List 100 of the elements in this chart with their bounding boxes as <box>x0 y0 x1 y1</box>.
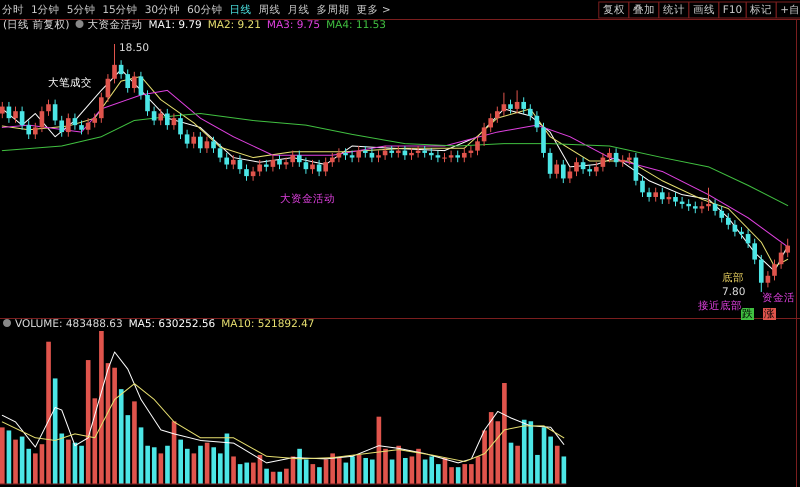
candlestick <box>758 254 764 292</box>
bar <box>72 442 78 484</box>
candlestick <box>106 74 110 102</box>
candlestick <box>574 157 579 177</box>
candlestick <box>739 226 744 240</box>
text: 接近底部 <box>698 299 742 312</box>
candlestick <box>719 206 724 223</box>
candlestick <box>422 145 428 158</box>
candlestick <box>692 201 698 214</box>
candlestick <box>587 164 592 177</box>
candlestick <box>468 145 474 158</box>
candlestick <box>396 145 401 158</box>
bar <box>416 448 421 484</box>
text: 周线 <box>258 3 280 16</box>
bar <box>6 430 12 484</box>
candlestick <box>20 106 24 130</box>
bar <box>106 363 110 484</box>
chart-subtitle: 大资金活动 <box>88 18 143 31</box>
candlestick <box>634 152 638 186</box>
bar <box>33 453 38 484</box>
bar <box>251 462 256 484</box>
candlestick <box>13 106 18 124</box>
text: 15分钟 <box>102 4 138 16</box>
bar <box>290 456 296 484</box>
candlestick <box>99 92 104 124</box>
bar <box>0 427 5 484</box>
bar <box>488 412 494 484</box>
candlestick <box>640 176 645 198</box>
candlestick <box>560 159 566 184</box>
bar <box>462 464 468 484</box>
candlestick <box>488 113 494 133</box>
text: MA5: 630252.56 <box>128 318 216 330</box>
candlestick <box>257 159 262 177</box>
bar <box>211 447 216 484</box>
candlestick <box>164 108 170 130</box>
bar <box>350 456 355 484</box>
candlestick <box>145 90 150 116</box>
candlestick <box>125 68 130 94</box>
candlestick <box>666 192 672 204</box>
candlestick <box>653 187 658 202</box>
candlestick <box>284 157 288 170</box>
candlestick <box>46 99 51 116</box>
candlestick <box>382 145 388 160</box>
candlestick <box>316 159 322 177</box>
bar <box>126 415 130 484</box>
candlestick <box>785 238 790 258</box>
annotation: 大资金活动 <box>280 192 335 205</box>
candlestick <box>158 108 164 126</box>
bar <box>86 360 91 484</box>
candlestick <box>376 150 381 163</box>
annotation: 7.80 <box>722 286 746 298</box>
candlestick <box>79 120 84 135</box>
candlestick <box>191 132 196 149</box>
bar <box>535 454 540 484</box>
bar <box>436 464 441 484</box>
candlestick <box>198 132 203 154</box>
candlestick <box>772 259 777 281</box>
candlestick <box>304 157 308 174</box>
bar <box>224 434 230 484</box>
bar <box>554 446 560 484</box>
text: +自 <box>780 4 800 16</box>
candlestick <box>218 143 222 163</box>
bar <box>158 453 164 484</box>
candlestick <box>548 148 552 179</box>
candlestick <box>72 113 78 130</box>
candlestick <box>508 99 513 114</box>
candlestick <box>706 187 711 212</box>
bar <box>502 383 507 484</box>
bar <box>402 458 408 484</box>
bar <box>13 440 18 484</box>
text: 统计 <box>662 3 685 16</box>
candlestick <box>52 99 58 126</box>
candlestick <box>712 198 718 216</box>
candlestick <box>752 238 757 265</box>
bar <box>231 456 236 484</box>
candlestick <box>673 192 678 207</box>
bar <box>476 456 480 484</box>
bar <box>218 453 223 484</box>
bar <box>370 460 375 484</box>
candlestick <box>389 145 394 158</box>
candlestick <box>270 154 276 172</box>
bar <box>145 446 150 484</box>
candlestick <box>86 118 90 135</box>
candlestick <box>442 152 447 163</box>
bar <box>118 389 124 484</box>
bar <box>317 467 322 484</box>
bar <box>356 454 362 484</box>
bar <box>363 458 368 484</box>
bar <box>304 460 309 484</box>
text: 60分钟 <box>187 4 222 16</box>
candlestick <box>238 154 242 174</box>
bar <box>198 446 203 484</box>
bar <box>456 467 460 484</box>
text: 分时 <box>2 3 24 16</box>
text: 30分钟 <box>144 4 180 16</box>
bar <box>429 456 434 484</box>
candlestick <box>66 113 71 138</box>
bar <box>66 440 71 484</box>
bar <box>336 458 342 484</box>
candlestick <box>534 110 540 133</box>
